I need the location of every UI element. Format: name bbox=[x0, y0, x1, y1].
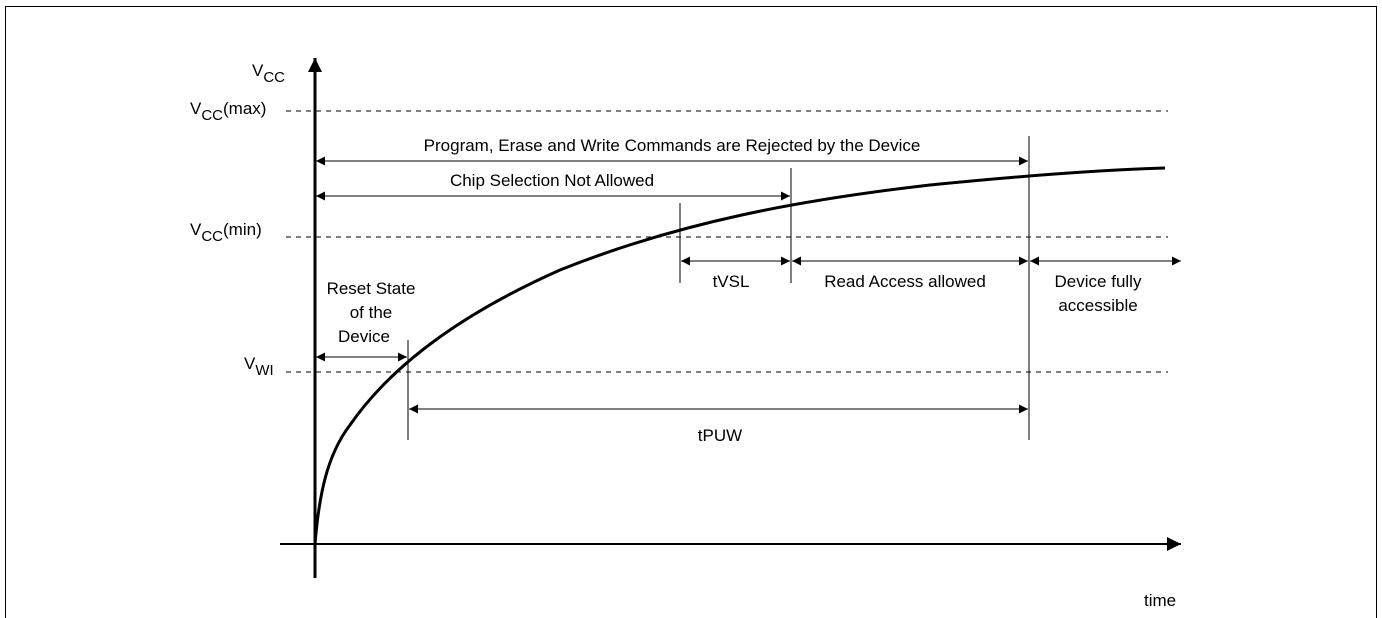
y-axis-label: VCC bbox=[252, 61, 285, 86]
vcc-max-label-main: V bbox=[190, 99, 202, 118]
x-axis-label: time bbox=[1144, 591, 1176, 610]
chip-selection-label: Chip Selection Not Allowed bbox=[450, 171, 654, 190]
reset-state-label-line3: Device bbox=[338, 327, 390, 346]
vwi-label-main: V bbox=[244, 354, 256, 373]
vcc-min-label-sub: CC bbox=[201, 228, 223, 245]
tpuw-label: tPUW bbox=[698, 426, 742, 445]
vcc-max-label: VCC(max) bbox=[190, 99, 266, 124]
y-axis-label-main: V bbox=[252, 61, 264, 80]
read-access-label: Read Access allowed bbox=[824, 272, 986, 291]
reset-state-label-line2: of the bbox=[350, 303, 393, 322]
y-axis-label-sub: CC bbox=[263, 69, 285, 86]
reset-state-label-line1: Reset State bbox=[327, 279, 416, 298]
figure-frame bbox=[5, 6, 1377, 618]
vcc-min-label-main: V bbox=[190, 220, 202, 239]
vcc-max-label-sub: CC bbox=[201, 107, 223, 124]
fully-accessible-label-line2: accessible bbox=[1058, 296, 1137, 315]
fully-accessible-label-line1: Device fully bbox=[1055, 272, 1142, 291]
vcc-rise-curve bbox=[313, 166, 1166, 545]
vwi-label-sub: WI bbox=[255, 362, 273, 379]
vcc-min-label: VCC(min) bbox=[190, 220, 262, 245]
rejected-label: Program, Erase and Write Commands are Re… bbox=[424, 136, 921, 155]
vcc-min-label-suffix: (min) bbox=[223, 220, 262, 239]
vwi-label: VWI bbox=[244, 354, 274, 379]
tvsl-label: tVSL bbox=[713, 272, 750, 291]
vcc-max-label-suffix: (max) bbox=[223, 99, 266, 118]
